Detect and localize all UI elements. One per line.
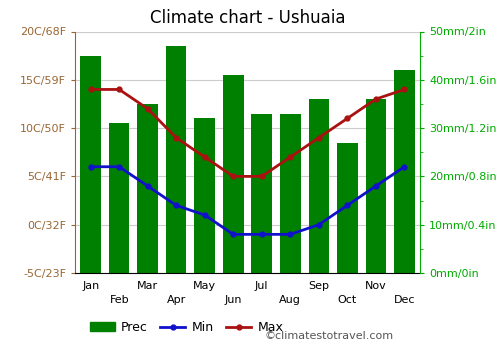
Text: Mar: Mar (137, 281, 158, 291)
Bar (166, 46, 186, 273)
Bar (223, 75, 244, 273)
Bar (280, 114, 300, 273)
Bar (337, 142, 357, 273)
Text: Dec: Dec (394, 295, 415, 305)
Text: Jun: Jun (224, 295, 242, 305)
Bar (252, 114, 272, 273)
Legend: Prec, Min, Max: Prec, Min, Max (84, 316, 288, 339)
Text: Nov: Nov (365, 281, 386, 291)
Bar (366, 99, 386, 273)
Bar (138, 104, 158, 273)
Text: Apr: Apr (166, 295, 186, 305)
Text: Feb: Feb (110, 295, 129, 305)
Text: Aug: Aug (280, 295, 301, 305)
Bar (109, 123, 130, 273)
Bar (394, 70, 414, 273)
Text: Oct: Oct (338, 295, 357, 305)
Bar (194, 118, 215, 273)
Bar (308, 99, 329, 273)
Text: Jul: Jul (255, 281, 268, 291)
Bar (80, 56, 101, 273)
Text: Sep: Sep (308, 281, 330, 291)
Text: May: May (193, 281, 216, 291)
Title: Climate chart - Ushuaia: Climate chart - Ushuaia (150, 9, 345, 27)
Text: ©climatestotravel.com: ©climatestotravel.com (265, 331, 394, 341)
Text: Jan: Jan (82, 281, 100, 291)
